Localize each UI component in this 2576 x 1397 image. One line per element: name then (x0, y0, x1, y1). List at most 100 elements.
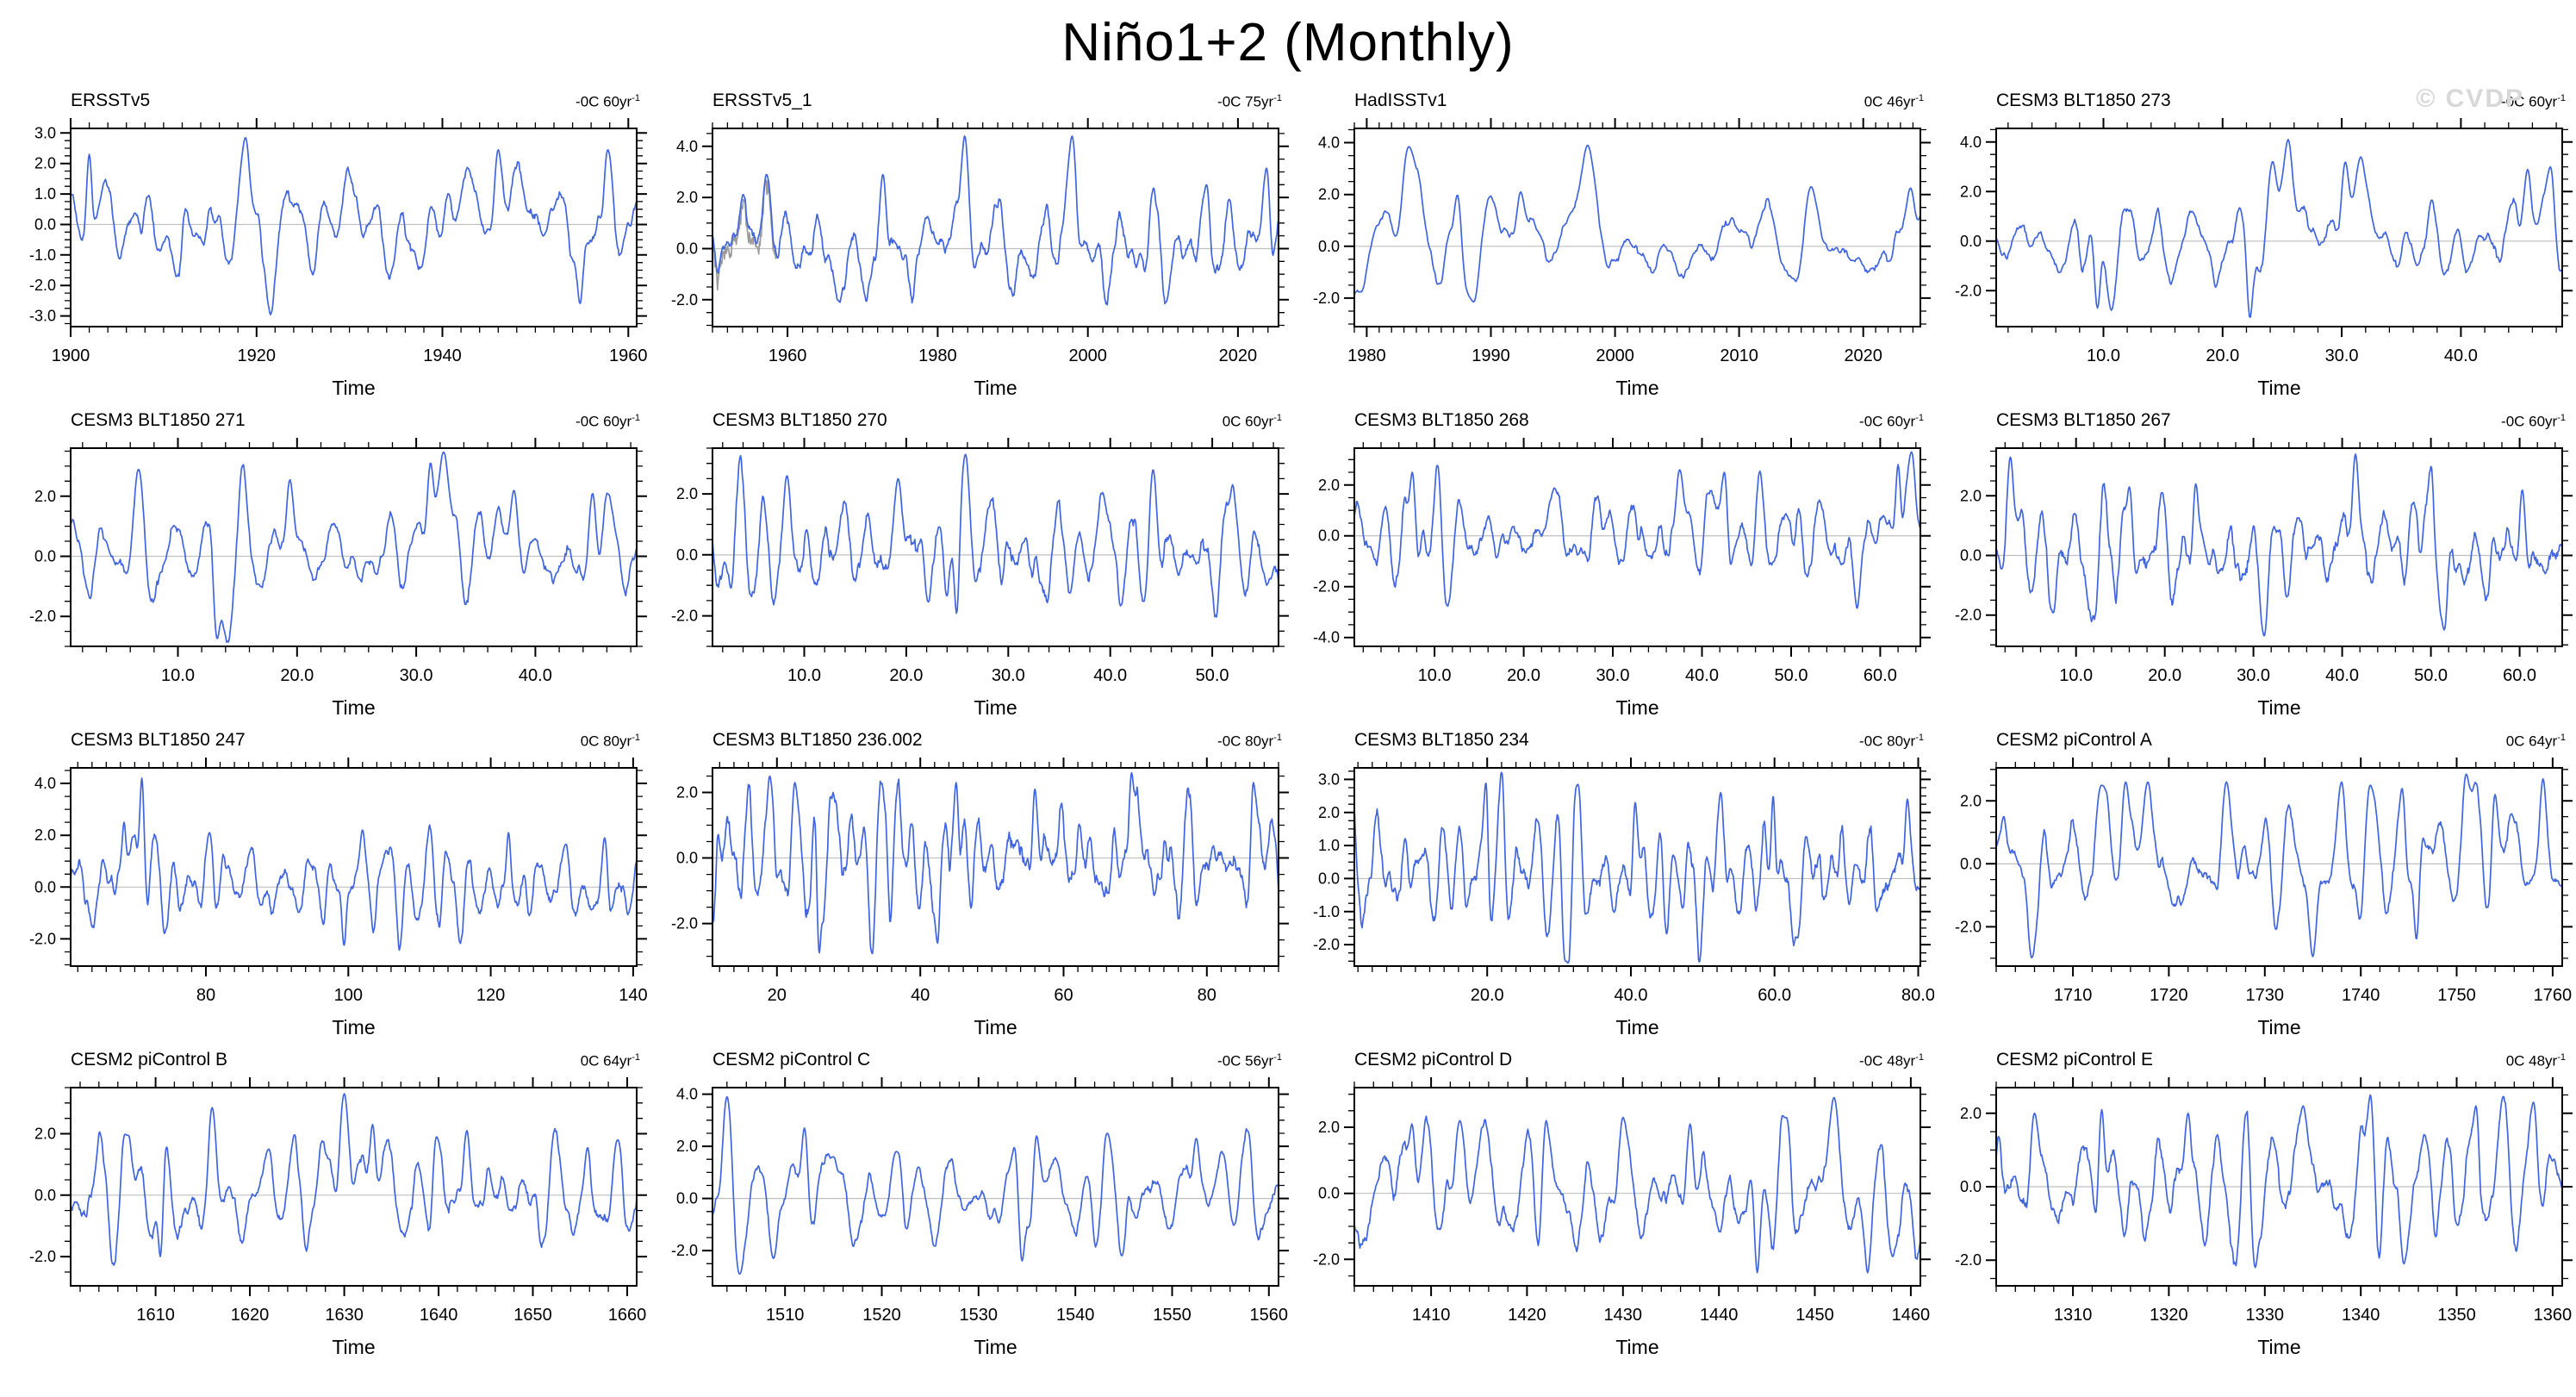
chart-panel-cesm3-blt1850-247: CESM3 BLT1850 247 0C 80yr-1 80 100 120 140 4… (21, 727, 650, 1042)
svg-text:1410: 1410 (1412, 1306, 1451, 1325)
chart-panel-ersstv5: ERSSTv5 -0C 60yr-1 1900 1920 1940 1960 3.0 2.… (21, 88, 650, 402)
panel-title: CESM3 BLT1850 236.002 (712, 730, 923, 750)
svg-text:20.0: 20.0 (1507, 666, 1540, 685)
panel-title: ERSSTv5_1 (712, 90, 812, 110)
x-tick-labels: 10.0 20.0 30.0 40.0 (2087, 346, 2478, 365)
plot-box (1995, 128, 2563, 327)
plot-area: 10.0 20.0 30.0 40.0 50.0 60.0 2.0 0.0 -2.0 -4.0 (1304, 433, 1934, 695)
svg-text:-2.0: -2.0 (29, 608, 56, 625)
plot-area: 1410 1420 1430 1440 1450 1460 2.0 0.0 -2.0 (1304, 1072, 1934, 1334)
svg-text:2.0: 2.0 (676, 1138, 698, 1155)
x-axis-label: Time (2257, 696, 2301, 719)
x-tick-labels: 20 40 60 80 (768, 986, 1216, 1005)
plot-box (1353, 447, 1921, 647)
plot-box (1353, 767, 1921, 967)
trend-exponent: -1 (2557, 413, 2566, 424)
svg-text:4.0: 4.0 (34, 775, 56, 792)
svg-text:10.0: 10.0 (2059, 666, 2093, 685)
svg-text:1520: 1520 (862, 1306, 901, 1325)
plot-svg: 1610 1620 1630 1640 1650 1660 2.0 0.0 -2.0 (29, 1077, 647, 1325)
panel-header: HadISSTv1 0C 46yr-1 (1304, 88, 1934, 113)
y-tick-labels: 4.0 2.0 0.0 -2.0 (671, 1086, 698, 1260)
y-tick-labels: 2.0 0.0 -2.0 (671, 485, 698, 625)
svg-text:0.0: 0.0 (34, 878, 56, 895)
svg-text:1330: 1330 (2246, 1306, 2285, 1325)
plot-box (712, 128, 1279, 327)
x-axis-label: Time (974, 696, 1017, 719)
trend-annotation: 0C 64yr-1 (581, 1052, 640, 1070)
major-ticks (1986, 438, 2573, 657)
svg-text:3.0: 3.0 (1318, 770, 1340, 788)
x-tick-labels: 1310 1320 1330 1340 1350 1360 (2054, 1306, 2572, 1325)
svg-text:1960: 1960 (609, 346, 648, 365)
chart-panel-cesm2-picontrol-a: CESM2 piControl A 0C 64yr-1 1710 1720 1730… (1946, 727, 2576, 1042)
svg-text:0.0: 0.0 (1318, 527, 1340, 545)
minor-ticks (1348, 122, 1926, 333)
trend-exponent: -1 (1273, 413, 1282, 424)
svg-text:0.0: 0.0 (1318, 1185, 1340, 1202)
x-tick-labels: 10.0 20.0 30.0 40.0 50.0 60.0 (1418, 666, 1897, 685)
x-tick-labels: 80 100 120 140 (196, 986, 648, 1005)
svg-text:30.0: 30.0 (2325, 346, 2359, 365)
panel-header: CESM3 BLT1850 236.002 -0C 80yr-1 (663, 727, 1292, 752)
panel-title: CESM3 BLT1850 247 (71, 730, 246, 750)
y-tick-labels: 2.0 0.0 -2.0 (29, 1126, 56, 1266)
svg-text:0.0: 0.0 (34, 216, 56, 234)
plot-box (712, 447, 1279, 647)
minor-ticks (1990, 122, 2568, 333)
x-tick-labels: 10.0 20.0 30.0 40.0 (161, 666, 552, 685)
panel-header: ERSSTv5 -0C 60yr-1 (21, 88, 650, 113)
x-axis-label: Time (332, 377, 376, 399)
svg-text:1710: 1710 (2054, 986, 2093, 1005)
plot-box (1353, 1087, 1921, 1287)
svg-text:1630: 1630 (325, 1306, 364, 1325)
panel-header: CESM2 piControl D -0C 48yr-1 (1304, 1047, 1934, 1072)
trend-annotation: 0C 48yr-1 (2506, 1052, 2566, 1070)
plot-svg: 20 40 60 80 2.0 0.0 -2.0 (671, 758, 1289, 1005)
panel-header: CESM2 piControl A 0C 64yr-1 (1946, 727, 2576, 752)
series-line (1353, 771, 1921, 964)
series-line (1353, 451, 1921, 609)
svg-text:2.0: 2.0 (1960, 792, 1982, 809)
plot-svg: 1980 1990 2000 2010 2020 4.0 2.0 0.0 -2.0 (1313, 118, 1931, 365)
panel-header: CESM3 BLT1850 268 -0C 60yr-1 (1304, 408, 1934, 433)
svg-text:1560: 1560 (1250, 1306, 1289, 1325)
trend-value: 0C 60yr (1222, 414, 1274, 430)
minor-ticks (65, 762, 643, 972)
svg-text:30.0: 30.0 (992, 666, 1025, 685)
panel-header: CESM3 BLT1850 247 0C 80yr-1 (21, 727, 650, 752)
x-tick-labels: 1610 1620 1630 1640 1650 1660 (136, 1306, 646, 1325)
plot-svg: 1410 1420 1430 1440 1450 1460 2.0 0.0 -2.0 (1313, 1077, 1931, 1325)
panel-title: CESM2 piControl A (1996, 730, 2152, 750)
series-line (712, 135, 1279, 306)
svg-text:10.0: 10.0 (2087, 346, 2120, 365)
panel-title: CESM3 BLT1850 271 (71, 410, 246, 430)
svg-text:30.0: 30.0 (400, 666, 433, 685)
svg-text:1.0: 1.0 (34, 185, 56, 203)
trend-value: -0C 60yr (576, 414, 632, 430)
y-tick-labels: 4.0 2.0 0.0 -2.0 (671, 138, 698, 309)
svg-text:4.0: 4.0 (676, 1086, 698, 1103)
chart-panel-cesm3-blt1850-270: CESM3 BLT1850 270 0C 60yr-1 10.0 20.0 30.0… (663, 408, 1292, 722)
svg-text:-2.0: -2.0 (1955, 607, 1982, 624)
plot-svg: 1960 1980 2000 2020 4.0 2.0 0.0 -2.0 (671, 118, 1289, 365)
minor-ticks (65, 1082, 643, 1292)
chart-panel-cesm3-blt1850-273: CESM3 BLT1850 273 -0C 60yr-1 10.0 20.0 30.… (1946, 88, 2576, 402)
plot-svg: 20.0 40.0 60.0 80.0 3.0 2.0 1.0 0.0 -1.0 -2.0 (1313, 758, 1935, 1005)
svg-text:2000: 2000 (1068, 346, 1107, 365)
svg-text:-2.0: -2.0 (1955, 282, 1982, 299)
y-tick-labels: 2.0 0.0 -2.0 (1313, 1119, 1340, 1268)
trend-value: -0C 80yr (1217, 733, 1274, 750)
x-axis-label: Time (974, 1336, 1017, 1358)
trend-annotation: -0C 80yr-1 (1859, 733, 1924, 751)
svg-text:80.0: 80.0 (1901, 986, 1934, 1005)
minor-ticks (65, 442, 643, 652)
x-axis-label: Time (332, 696, 376, 719)
svg-text:1610: 1610 (136, 1306, 175, 1325)
plot-area: 10.0 20.0 30.0 40.0 50.0 60.0 2.0 0.0 -2.0 (1946, 433, 2576, 695)
plot-area: 1510 1520 1530 1540 1550 1560 4.0 2.0 0.0 -2.0 (663, 1072, 1292, 1334)
svg-text:20.0: 20.0 (2148, 666, 2181, 685)
trend-value: -0C 60yr (576, 94, 632, 110)
trend-annotation: -0C 75yr-1 (1217, 93, 1282, 111)
watermark: © CVDP (2416, 84, 2524, 113)
